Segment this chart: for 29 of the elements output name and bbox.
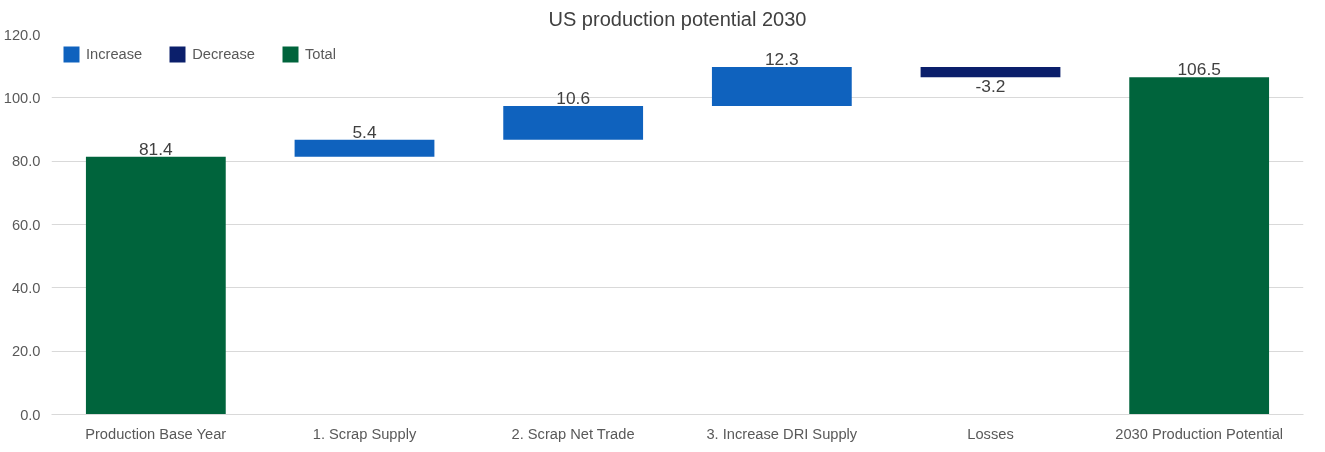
- y-tick-label: 120.0: [3, 26, 41, 43]
- y-tick-label: 0.0: [20, 406, 41, 423]
- x-tick-label: 1. Scrap Supply: [312, 425, 417, 442]
- legend-label: Increase: [86, 46, 143, 62]
- chart-title: US production potential 2030: [548, 7, 807, 30]
- bar: [920, 67, 1061, 78]
- bar: [503, 106, 644, 140]
- x-tick-label: Production Base Year: [85, 425, 227, 442]
- x-tick-label: 2030 Production Potential: [1115, 425, 1284, 442]
- bar: [1129, 77, 1270, 415]
- data-label: 10.6: [556, 88, 591, 109]
- y-tick-label: 60.0: [11, 216, 41, 233]
- data-label: 81.4: [138, 138, 174, 159]
- x-tick-label: 2. Scrap Net Trade: [511, 425, 635, 442]
- legend-label: Total: [304, 46, 336, 62]
- x-tick-label: Losses: [967, 425, 1014, 442]
- y-tick-label: 100.0: [3, 89, 41, 106]
- bar: [85, 156, 226, 415]
- y-tick-label: 80.0: [11, 153, 41, 170]
- bar: [711, 67, 852, 107]
- legend-label: Decrease: [192, 46, 255, 62]
- data-label: 106.5: [1177, 59, 1221, 80]
- bar: [294, 139, 435, 157]
- x-tick-label: 3. Increase DRI Supply: [706, 425, 858, 442]
- data-label: 5.4: [352, 121, 377, 142]
- y-tick-label: 20.0: [11, 343, 41, 360]
- y-tick-label: 40.0: [11, 279, 41, 296]
- data-label: -3.2: [975, 76, 1006, 97]
- data-label: 12.3: [764, 49, 799, 70]
